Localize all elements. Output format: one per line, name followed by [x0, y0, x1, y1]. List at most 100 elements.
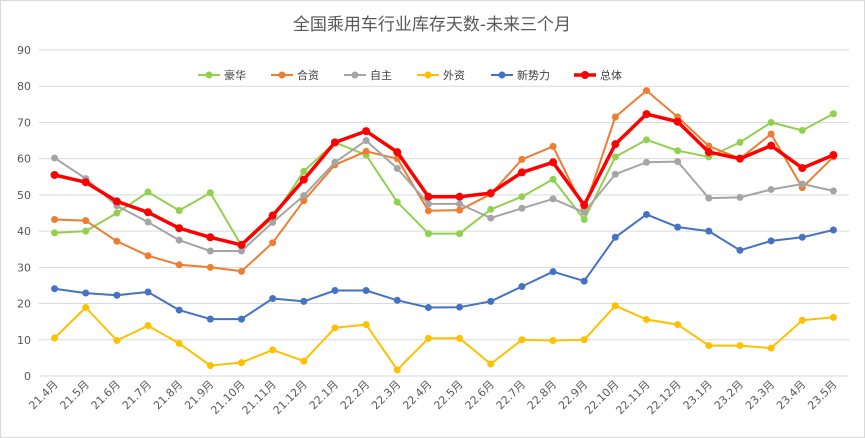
data-point: [206, 361, 214, 369]
x-tick-label: 21.6月: [89, 378, 123, 412]
x-tick-label: 22.8月: [525, 378, 559, 412]
data-point: [549, 268, 557, 276]
data-point: [424, 207, 432, 215]
legend-label: 新势力: [517, 68, 550, 82]
data-point: [206, 315, 214, 323]
data-point: [549, 158, 558, 167]
data-point: [642, 110, 651, 119]
data-point: [300, 167, 308, 175]
data-point: [269, 294, 277, 302]
data-point: [829, 313, 837, 321]
data-point: [144, 218, 152, 226]
data-point: [487, 360, 495, 368]
y-tick-label: 30: [17, 261, 31, 274]
data-point: [424, 334, 432, 342]
series-line: [53, 304, 834, 371]
y-tick-label: 60: [17, 153, 31, 166]
data-point: [238, 267, 245, 275]
data-point: [113, 291, 121, 299]
data-point: [518, 204, 526, 212]
x-tick-label: 22.12月: [645, 378, 684, 417]
data-point: [206, 233, 215, 242]
data-point: [611, 302, 619, 310]
data-point: [269, 218, 277, 226]
data-point: [51, 285, 59, 293]
data-point: [113, 209, 121, 217]
data-point: [393, 198, 401, 206]
legend-label: 自主: [370, 69, 392, 82]
data-point: [767, 130, 775, 138]
legend-swatch-marker: [351, 71, 359, 79]
data-point: [175, 236, 183, 244]
y-tick-label: 0: [24, 370, 31, 383]
data-point: [829, 110, 837, 118]
data-point: [705, 227, 713, 235]
data-point: [705, 142, 713, 150]
x-tick-label: 21.5月: [58, 378, 92, 412]
y-tick-label: 20: [17, 298, 31, 311]
data-point: [424, 304, 432, 312]
data-point: [767, 141, 776, 150]
y-tick-label: 90: [17, 44, 31, 57]
data-point: [456, 230, 464, 238]
data-point: [393, 296, 401, 304]
legend-label: 豪华: [224, 68, 246, 82]
series-line: [54, 139, 834, 252]
data-point: [144, 252, 152, 260]
x-tick-label: 22.2月: [338, 378, 372, 412]
data-point: [331, 158, 339, 166]
x-tick-label: 23.2月: [712, 378, 746, 412]
legend-label: 外资: [443, 69, 465, 82]
data-point: [51, 216, 59, 224]
data-point: [767, 118, 775, 126]
data-point: [238, 315, 245, 323]
data-point: [487, 214, 495, 222]
data-point: [580, 216, 588, 224]
data-point: [424, 230, 432, 238]
data-point: [487, 297, 495, 305]
y-tick-label: 10: [17, 334, 31, 347]
data-point: [549, 142, 557, 150]
data-point: [674, 321, 682, 329]
data-point: [643, 158, 650, 166]
x-tick-label: 21.12月: [271, 378, 310, 417]
data-point: [300, 192, 308, 200]
data-point: [113, 237, 121, 245]
series-group: [50, 87, 838, 374]
data-point: [580, 201, 589, 210]
data-point: [206, 189, 214, 197]
data-point: [175, 261, 183, 269]
data-point: [51, 334, 59, 342]
data-point: [643, 315, 650, 323]
data-point: [798, 164, 807, 173]
data-point: [362, 321, 370, 329]
x-tick-label: 21.4月: [26, 378, 60, 412]
data-point: [82, 217, 90, 225]
data-point: [736, 246, 744, 254]
data-point: [238, 359, 245, 367]
series-6: [50, 110, 838, 249]
data-point: [206, 247, 214, 255]
data-point: [50, 170, 59, 179]
series-line: [54, 112, 834, 247]
y-tick-label: 70: [17, 116, 31, 129]
data-point: [674, 158, 682, 166]
data-point: [611, 233, 619, 241]
data-point: [362, 287, 370, 295]
data-point: [144, 208, 153, 217]
data-point: [829, 151, 838, 160]
x-tick-label: 23.3月: [743, 378, 777, 412]
data-point: [112, 197, 121, 206]
data-point: [175, 306, 183, 314]
series-line: [54, 89, 835, 273]
data-point: [798, 233, 806, 241]
data-point: [424, 192, 433, 201]
data-point: [674, 223, 682, 231]
x-tick-label: 23.4月: [774, 378, 808, 412]
data-point: [393, 148, 402, 157]
data-point: [580, 277, 588, 285]
data-point: [456, 200, 464, 208]
data-point: [518, 283, 526, 291]
data-point: [424, 200, 432, 208]
